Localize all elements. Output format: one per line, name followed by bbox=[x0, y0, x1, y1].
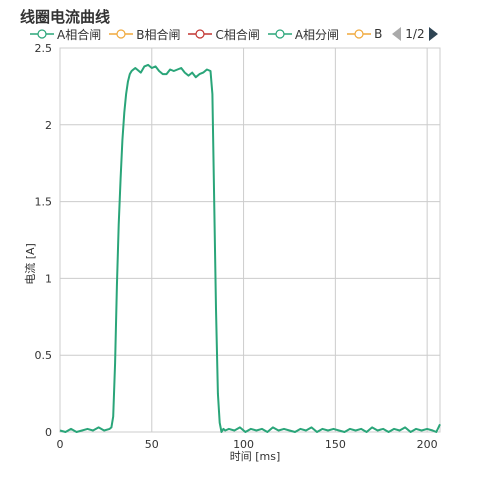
legend-item-c-close[interactable]: C相合闸 bbox=[188, 26, 260, 43]
series-layer bbox=[59, 63, 441, 433]
y-tick-label: 0.5 bbox=[35, 349, 53, 362]
legend-line-icon bbox=[347, 29, 372, 39]
prev-page-icon[interactable] bbox=[392, 27, 402, 41]
legend-label: A相合闸 bbox=[57, 27, 102, 42]
x-tick-label: 100 bbox=[233, 438, 254, 451]
legend-item-a-close[interactable]: A相合闸 bbox=[30, 26, 101, 43]
legend-item-b-open[interactable]: B bbox=[347, 27, 382, 41]
x-tick-label: 150 bbox=[325, 438, 346, 451]
tick-labels: 0 50 100 150 200 0 0.5 1 1.5 2 2.5 bbox=[35, 42, 438, 451]
legend-pager: 1/2 bbox=[392, 27, 438, 41]
next-page-icon[interactable] bbox=[428, 27, 438, 41]
y-axis-title: 电流 [A] bbox=[23, 243, 37, 285]
legend-label: A相分闸 bbox=[294, 27, 340, 42]
legend-item-a-open[interactable]: A相分闸 bbox=[267, 26, 340, 43]
x-axis-title: 时间 [ms] bbox=[230, 450, 281, 463]
grid bbox=[59, 47, 441, 433]
y-tick-label: 0 bbox=[45, 426, 52, 439]
y-tick-label: 2 bbox=[45, 119, 52, 132]
legend-item-b-close[interactable]: B相合闸 bbox=[109, 26, 180, 43]
legend-line-icon bbox=[267, 29, 292, 39]
legend-line-icon bbox=[109, 29, 134, 39]
x-tick-label: 200 bbox=[417, 438, 438, 451]
chart-title: 线圈电流曲线 bbox=[20, 8, 111, 26]
y-tick-label: 1.5 bbox=[35, 196, 53, 209]
legend-page-indicator: 1/2 bbox=[405, 27, 425, 41]
x-tick-label: 0 bbox=[57, 438, 64, 451]
legend-line-icon bbox=[188, 29, 213, 39]
legend-label: B相合闸 bbox=[136, 27, 181, 42]
plot-frame bbox=[59, 47, 441, 433]
series-line-a-open bbox=[59, 63, 441, 433]
legend-label: B bbox=[374, 27, 383, 41]
legend-line-icon bbox=[30, 29, 54, 39]
x-tick-label: 50 bbox=[145, 438, 159, 451]
y-tick-label: 2.5 bbox=[35, 42, 53, 55]
legend-label: C相合闸 bbox=[215, 27, 260, 42]
legend: A相合闸 B相合闸 C相合闸 A相分闸 B 1/2 bbox=[30, 25, 438, 43]
y-tick-label: 1 bbox=[45, 272, 52, 285]
